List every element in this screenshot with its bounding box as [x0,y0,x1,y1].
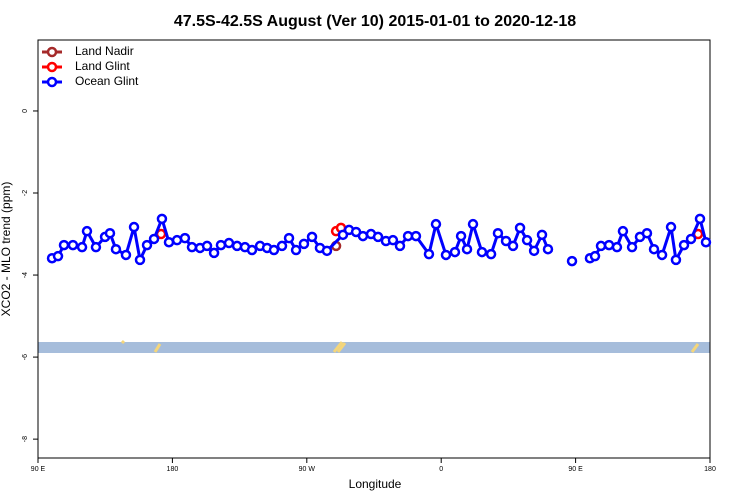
x-tick-label: 90 E [31,466,46,473]
data-point [521,234,533,246]
y-tick-label: -6 [22,354,29,360]
data-point [542,243,554,255]
data-point [290,244,302,256]
data-point [208,247,220,259]
data-point [128,221,140,233]
data-point [410,230,422,242]
y-axis-label: XCO2 - MLO trend (ppm) [0,182,13,317]
data-point [163,236,175,248]
data-point [268,244,280,256]
data-point [276,240,288,252]
data-point [141,239,153,251]
data-point [306,231,318,243]
data-point [179,232,191,244]
data-point [694,213,706,225]
data-point [589,250,601,262]
data-point [617,225,629,237]
data-point [536,229,548,241]
data-point [566,255,578,267]
data-point [500,235,512,247]
data-point [298,238,310,250]
legend-label: Land Glint [75,59,130,73]
ocean-strip [38,342,710,353]
map-strip [38,339,710,353]
chart-title: 47.5S-42.5S August (Ver 10) 2015-01-01 t… [174,13,576,30]
data-point [387,234,399,246]
data-point [223,237,235,249]
data-point [81,225,93,237]
data-point [685,233,697,245]
data-point [492,227,504,239]
x-axis-label: Longitude [349,477,402,491]
data-point [648,243,660,255]
data-point [394,240,406,252]
data-point [283,232,295,244]
data-point [90,241,102,253]
legend-label: Land Nadir [75,44,134,58]
land-strip [120,339,700,353]
x-tick-label: 90 E [568,466,583,473]
data-point [514,222,526,234]
legend-label: Ocean Glint [75,74,139,88]
data-point [148,233,160,245]
y-tick-label: -8 [22,436,29,442]
data-point [76,241,88,253]
data-point [120,249,132,261]
x-tick-label: 0 [439,466,443,473]
legend-marker [46,76,58,88]
y-tick-label: -2 [22,190,29,196]
data-point [678,239,690,251]
data-point [467,218,479,230]
data-point [700,236,712,248]
data-point [246,244,258,256]
data-point [449,246,461,258]
y-tick-label: 0 [22,109,29,113]
data-point [665,221,677,233]
data-point [626,241,638,253]
data-point [156,213,168,225]
data-point [186,241,198,253]
data-point [485,248,497,260]
data-point [476,246,488,258]
data-point [423,248,435,260]
data-point [455,230,467,242]
data-point [58,239,70,251]
data-point [440,249,452,261]
data-point [611,241,623,253]
data-point [430,218,442,230]
data-point [507,240,519,252]
plot-frame [37,39,711,459]
data-point [215,239,227,251]
data-point [372,231,384,243]
data-point [67,239,79,251]
data-point [52,250,64,262]
data-point [461,243,473,255]
data-point [201,240,213,252]
data-point [110,243,122,255]
data-point [595,240,607,252]
legend-marker [46,46,58,58]
data-point [528,245,540,257]
data-point [321,245,333,257]
x-tick-label: 180 [704,466,716,473]
x-tick-label: 90 W [299,466,316,473]
x-tick-label: 180 [167,466,179,473]
data-point [656,249,668,261]
data-point [670,254,682,266]
data-point [134,254,146,266]
data-point [104,227,116,239]
legend-marker [46,61,58,73]
y-tick-label: -4 [22,272,29,278]
data-point [357,230,369,242]
data-point [231,240,243,252]
data-point [641,227,653,239]
